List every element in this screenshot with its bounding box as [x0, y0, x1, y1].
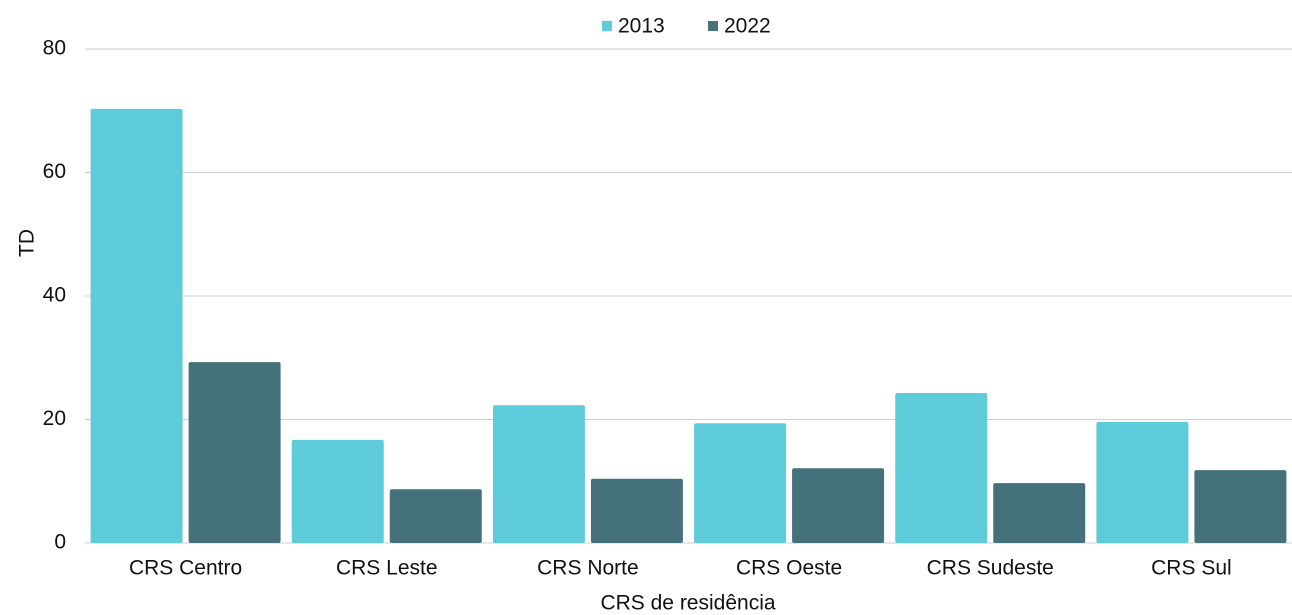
bar [792, 468, 885, 543]
x-tick-label: CRS Oeste [736, 557, 842, 580]
x-tick-label: CRS Leste [336, 557, 438, 580]
bar [1096, 421, 1189, 543]
y-tick-label: 0 [54, 531, 66, 554]
x-tick-label: CRS Sul [1151, 557, 1232, 580]
y-axis-label: TD [16, 229, 39, 257]
bar [291, 439, 384, 543]
x-tick-label: CRS Norte [537, 557, 639, 580]
y-tick-label: 20 [43, 407, 66, 430]
bar [492, 405, 585, 543]
legend-swatch [708, 21, 718, 31]
bar [590, 478, 683, 543]
y-tick-label: 60 [43, 160, 66, 183]
y-tick-label: 40 [43, 284, 66, 307]
bar [895, 392, 988, 543]
bar [694, 423, 787, 543]
bar [993, 483, 1086, 543]
x-axis-label: CRS de residência [600, 592, 775, 615]
legend-label: 2022 [724, 15, 771, 38]
bar [389, 489, 482, 543]
bar [90, 108, 183, 544]
x-tick-label: CRS Sudeste [927, 557, 1054, 580]
y-tick-label: 80 [43, 37, 66, 60]
legend-label: 2013 [618, 15, 665, 38]
bar [188, 362, 281, 543]
legend-swatch [602, 21, 612, 31]
x-tick-label: CRS Centro [129, 557, 242, 580]
bar [1194, 470, 1287, 543]
